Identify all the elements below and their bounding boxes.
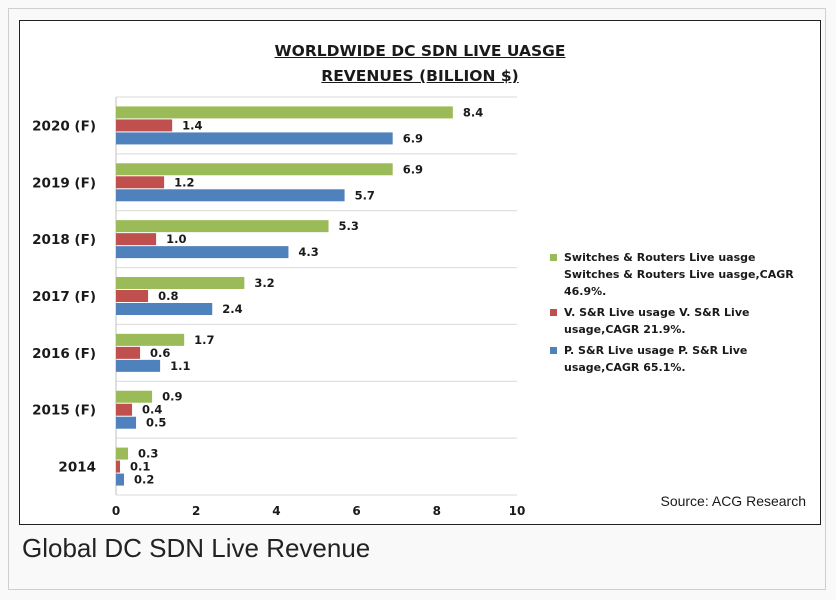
data-label: 1.4 xyxy=(182,118,202,132)
y-tick-label: 2014 xyxy=(58,460,96,476)
bar xyxy=(116,290,149,302)
data-label: 5.7 xyxy=(355,188,375,202)
legend-swatch xyxy=(550,254,557,261)
data-label: 0.6 xyxy=(150,346,170,360)
data-label: 2.4 xyxy=(222,302,242,316)
chart-title: WORLDWIDE DC SDN LIVE UASGE REVENUES (BI… xyxy=(20,39,820,89)
legend-entry: Switches & Routers Live uasge Switches &… xyxy=(548,249,814,300)
bar xyxy=(116,119,173,132)
x-tick-label: 8 xyxy=(433,504,441,518)
data-label: 1.7 xyxy=(194,333,214,347)
legend-entry: V. S&R Live usage V. S&R Live usage,CAGR… xyxy=(548,304,814,338)
y-tick-label: 2018 (F) xyxy=(32,232,96,248)
x-tick-label: 10 xyxy=(509,504,526,518)
bar xyxy=(116,106,453,119)
data-label: 4.3 xyxy=(298,245,318,259)
data-label: 6.9 xyxy=(403,131,423,145)
legend-label: P. S&R Live usage P. S&R Live usage,CAGR… xyxy=(564,344,748,374)
y-tick-label: 2020 (F) xyxy=(32,118,96,134)
bar xyxy=(116,163,393,176)
legend-swatch xyxy=(550,347,557,354)
y-tick-label: 2016 (F) xyxy=(32,346,96,362)
legend-entry: P. S&R Live usage P. S&R Live usage,CAGR… xyxy=(548,342,814,376)
legend-label: Switches & Routers Live uasge Switches &… xyxy=(564,251,794,298)
bar xyxy=(116,447,129,460)
data-label: 0.9 xyxy=(162,390,182,404)
bar xyxy=(116,132,393,145)
chart-area: WORLDWIDE DC SDN LIVE UASGE REVENUES (BI… xyxy=(19,20,821,525)
x-tick-label: 2 xyxy=(192,504,200,518)
legend-label: V. S&R Live usage V. S&R Live usage,CAGR… xyxy=(564,306,750,336)
bar xyxy=(116,346,141,359)
bar xyxy=(116,189,345,202)
data-label: 0.8 xyxy=(158,289,178,303)
bar xyxy=(116,333,185,346)
data-label: 1.0 xyxy=(166,232,186,246)
y-tick-label: 2015 (F) xyxy=(32,403,96,419)
data-label: 1.2 xyxy=(174,175,194,189)
x-tick-label: 0 xyxy=(112,504,120,518)
chart-legend: Switches & Routers Live uasge Switches &… xyxy=(548,249,814,380)
bar xyxy=(116,233,157,246)
bar xyxy=(116,220,329,233)
chart-title-line1: WORLDWIDE DC SDN LIVE UASGE xyxy=(274,42,566,60)
data-label: 8.4 xyxy=(463,105,483,119)
bar xyxy=(116,303,213,315)
bar xyxy=(116,460,121,473)
source-note: Source: ACG Research xyxy=(660,493,806,509)
data-label: 0.5 xyxy=(146,416,166,430)
data-label: 0.3 xyxy=(138,447,158,461)
y-tick-label: 2019 (F) xyxy=(32,175,96,191)
data-label: 5.3 xyxy=(339,219,359,233)
bar-chart-plot: 2020 (F) 8.4 1.4 6.9 2019 (F) 6.9 1.2 5.7 2018 (… xyxy=(32,96,526,518)
bar xyxy=(116,403,133,416)
data-label: 6.9 xyxy=(403,162,423,176)
data-label: 0.2 xyxy=(134,473,154,487)
legend-swatch xyxy=(550,309,557,316)
chart-title-line2: REVENUES (BILLION $) xyxy=(321,67,519,85)
bar xyxy=(116,176,165,189)
x-tick-label: 4 xyxy=(272,504,280,518)
bar xyxy=(116,277,245,289)
x-tick-label: 6 xyxy=(352,504,360,518)
data-label: 3.2 xyxy=(254,276,274,290)
bar xyxy=(116,473,125,486)
y-tick-label: 2017 (F) xyxy=(32,289,96,305)
bar xyxy=(116,246,289,259)
data-label: 0.1 xyxy=(130,460,150,474)
data-label: 1.1 xyxy=(170,359,190,373)
figure-caption: Global DC SDN Live Revenue xyxy=(22,533,371,563)
bar xyxy=(116,416,137,429)
bar xyxy=(116,359,161,372)
bar xyxy=(116,390,153,403)
data-label: 0.4 xyxy=(142,403,162,417)
